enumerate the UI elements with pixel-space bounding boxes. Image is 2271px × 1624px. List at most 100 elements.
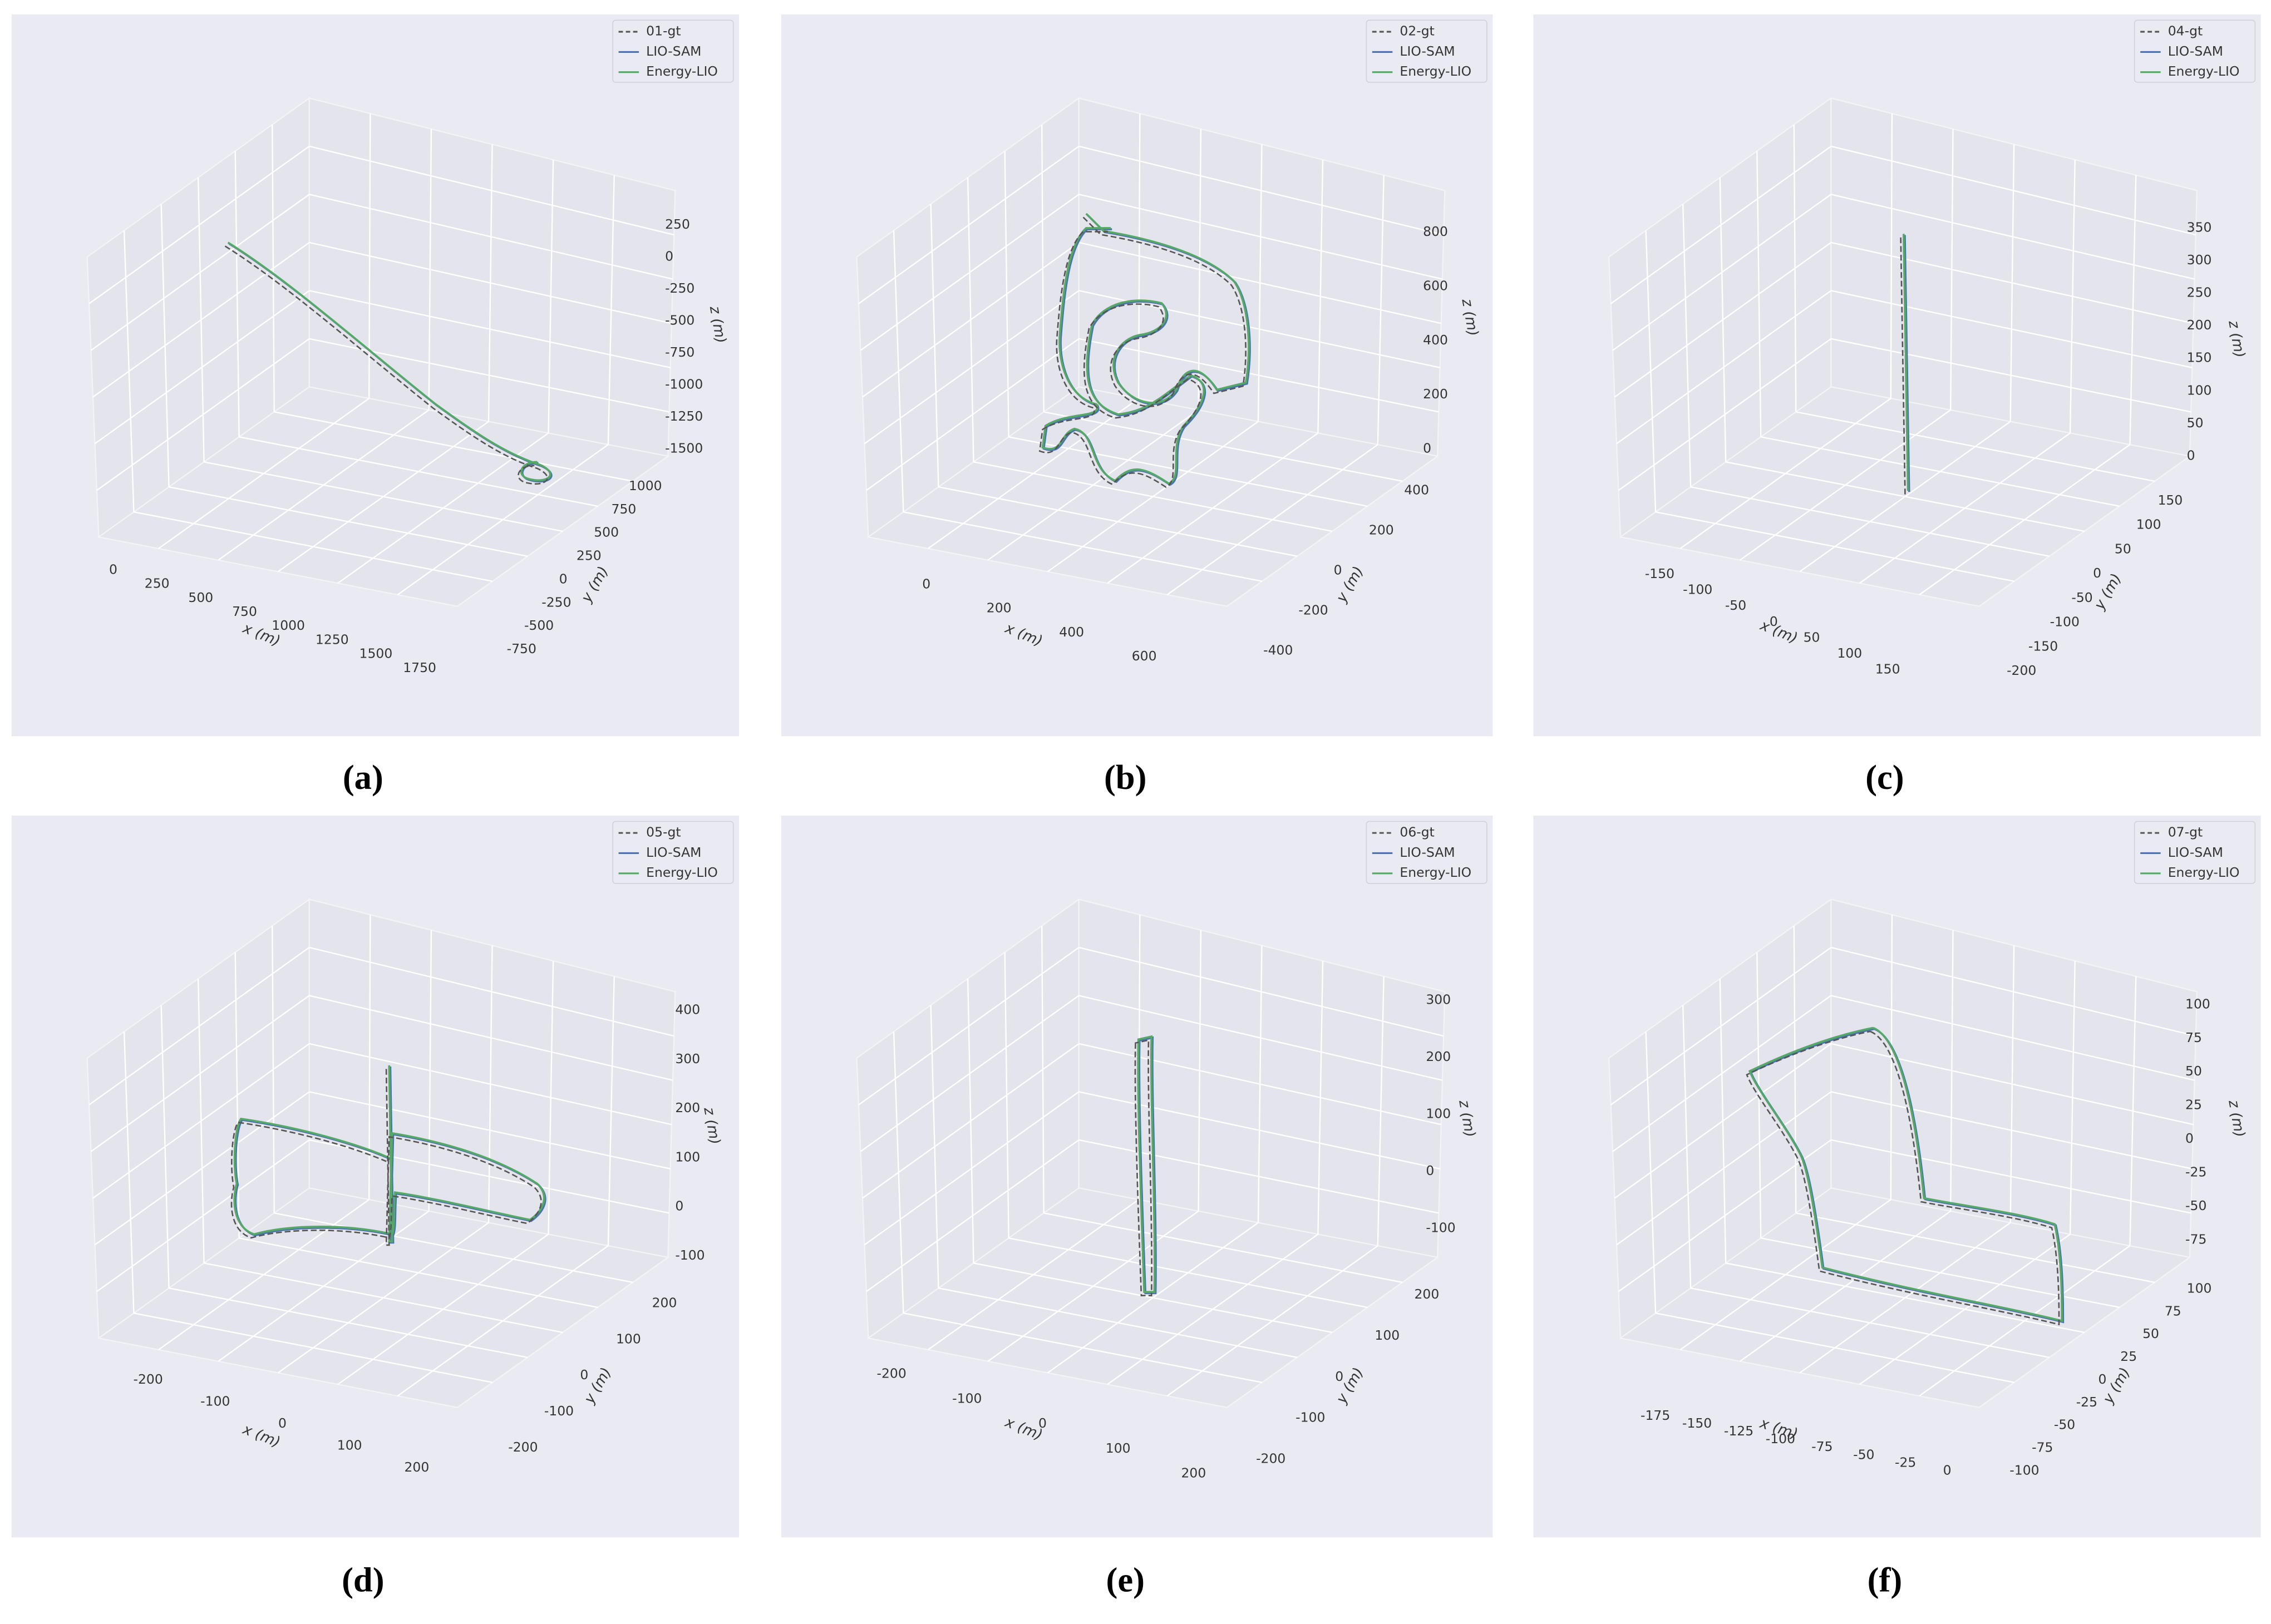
legend-label: 05-gt <box>646 825 681 840</box>
z-tick-label: 150 <box>2187 350 2212 366</box>
y-tick-label: 50 <box>2115 541 2131 556</box>
z-tick-label: 100 <box>675 1149 700 1164</box>
z-tick-label: 100 <box>2185 996 2210 1011</box>
grid-line <box>1618 1139 1832 1292</box>
grid-line <box>866 338 1080 491</box>
y-tick-label: 200 <box>1414 1286 1439 1302</box>
legend-label: Energy-LIO <box>2168 63 2240 79</box>
legend-box <box>1366 19 1487 83</box>
legend-box <box>2134 19 2256 83</box>
grid-line <box>96 338 310 491</box>
x-tick-label: 0 <box>1943 1463 1952 1478</box>
x-tick-label: 750 <box>232 604 257 619</box>
trajectory-lio-sam <box>1904 235 1910 492</box>
z-tick-label: 50 <box>2185 1063 2202 1079</box>
x-tick-label: 1500 <box>359 646 393 662</box>
x-tick-label: 400 <box>1059 624 1084 640</box>
x-tick-label: 0 <box>109 561 117 577</box>
x-tick-label: 500 <box>188 590 213 605</box>
y-tick-label: 250 <box>577 548 602 564</box>
panel-label: (c) <box>1865 758 1904 797</box>
z-tick-label: 25 <box>2185 1097 2202 1113</box>
x-tick-label: -200 <box>134 1371 163 1387</box>
z-tick-label: 600 <box>1423 278 1448 294</box>
grid-line <box>397 444 609 595</box>
y-tick-label: 100 <box>2136 517 2161 532</box>
legend-box <box>1366 821 1487 884</box>
legend-label: Energy-LIO <box>2168 865 2240 880</box>
x-tick-label: 0 <box>278 1415 287 1431</box>
x-tick-label: -100 <box>1683 582 1712 598</box>
legend-box <box>612 19 734 83</box>
grid-line <box>1078 338 1439 413</box>
z-tick-label: -100 <box>675 1247 705 1263</box>
legend-label: LIO-SAM <box>2168 43 2223 59</box>
panel-label: (f) <box>1868 1561 1903 1600</box>
z-tick-label: 200 <box>1423 386 1448 402</box>
x-tick-label: 50 <box>1804 629 1820 645</box>
z-tick-label: -25 <box>2185 1164 2206 1180</box>
z-tick-label: 100 <box>2187 382 2212 398</box>
x-tick-label: -175 <box>1641 1408 1670 1423</box>
x-tick-label: 1000 <box>272 618 305 633</box>
z-tick-label: 75 <box>2185 1030 2202 1045</box>
z-tick-label: 200 <box>2187 317 2212 333</box>
y-tick-label: -200 <box>1298 603 1328 618</box>
z-tick-label: 200 <box>675 1100 700 1115</box>
x-tick-label: -100 <box>1766 1431 1795 1447</box>
y-tick-label: -200 <box>2007 663 2036 678</box>
z-tick-label: 0 <box>1426 1163 1434 1178</box>
x-tick-label: 150 <box>1875 661 1900 677</box>
legend-label: Energy-LIO <box>1400 865 1471 880</box>
panel-label: (e) <box>1106 1561 1145 1600</box>
z-tick-label: 300 <box>675 1051 700 1067</box>
x-tick-label: 0 <box>922 576 930 591</box>
z-tick-label: 250 <box>665 216 690 232</box>
grid-line <box>1831 338 2191 413</box>
trajectory-gt <box>1134 1039 1152 1297</box>
grid-line <box>1618 338 1832 491</box>
trajectory-energy-lio <box>233 1065 545 1243</box>
legend-label: LIO-SAM <box>2168 845 2223 860</box>
y-tick-label: 200 <box>1369 522 1394 538</box>
z-tick-label: -100 <box>1426 1220 1455 1236</box>
z-tick-label: 350 <box>2187 220 2212 235</box>
x-tick-label: -100 <box>952 1390 982 1406</box>
legend-box <box>612 821 734 884</box>
x-tick-label: -100 <box>200 1394 230 1409</box>
panel: 02505007501000125015001750-750-500-25002… <box>11 14 740 797</box>
x-tick-label: 100 <box>1837 645 1862 661</box>
y-tick-label: -150 <box>2028 638 2058 654</box>
trajectory-gt <box>1746 1030 2060 1326</box>
y-tick-label: -25 <box>2076 1394 2097 1410</box>
grid-line <box>1919 444 2131 595</box>
x-tick-label: 200 <box>987 600 1012 616</box>
z-tick-label: -50 <box>2185 1198 2206 1213</box>
y-tick-label: -500 <box>524 618 554 633</box>
y-tick-label: 75 <box>2165 1303 2181 1319</box>
z-tick-label: 250 <box>2187 285 2212 300</box>
trajectory-gt <box>230 1069 542 1246</box>
legend-label: 01-gt <box>646 23 681 39</box>
x-tick-label: 200 <box>1181 1465 1206 1481</box>
x-tick-label: 600 <box>1132 648 1157 664</box>
z-tick-label: 50 <box>2187 415 2204 431</box>
grid-line <box>866 1139 1080 1292</box>
panel-label: (d) <box>342 1561 385 1600</box>
x-tick-label: -200 <box>876 1366 906 1381</box>
trajectory-energy-lio <box>227 241 551 482</box>
z-tick-label: -750 <box>665 344 694 360</box>
trajectory-gt <box>1038 216 1247 488</box>
y-tick-label: 0 <box>2098 1371 2106 1387</box>
x-tick-label: 0 <box>1038 1415 1047 1431</box>
grid-line <box>1831 1139 2191 1214</box>
y-tick-label: 150 <box>2157 492 2183 508</box>
z-tick-label: 400 <box>675 1002 700 1018</box>
z-tick-label: -250 <box>665 280 694 296</box>
y-tick-label: 0 <box>2093 565 2101 581</box>
z-tick-label: 200 <box>1426 1049 1451 1064</box>
x-tick-label: 100 <box>1106 1440 1131 1456</box>
legend-label: LIO-SAM <box>1400 43 1455 59</box>
